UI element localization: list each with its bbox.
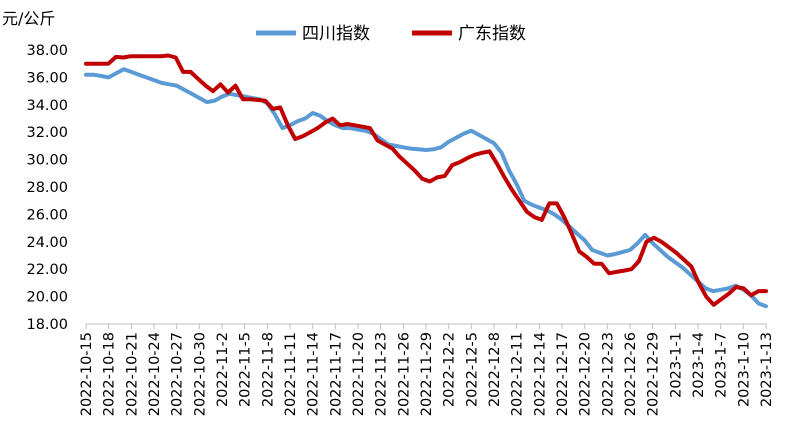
- x-tick-label: 2022-11-5: [238, 332, 254, 407]
- legend: 四川指数 广东指数: [256, 24, 526, 44]
- x-tick-label: 2023-1-13: [759, 332, 775, 407]
- x-tick-label: 2022-11-17: [328, 332, 344, 416]
- y-tick-label: 30.00: [26, 153, 68, 169]
- y-axis: 18.00 20.00 22.00 24.00 26.00 28.00 30.00 32.00…: [26, 43, 68, 333]
- x-tick-label: 2022-12-20: [578, 332, 594, 416]
- x-tick-label: 2022-10-24: [147, 332, 163, 416]
- x-tick-label: 2022-12-29: [646, 332, 662, 416]
- y-tick-label: 22.00: [26, 262, 68, 278]
- x-tick-label: 2023-1-1: [668, 332, 684, 398]
- x-tick-label: 2022-12-23: [600, 332, 616, 416]
- x-tick-label: 2023-1-4: [691, 332, 707, 398]
- x-tick-label: 2022-11-2: [215, 332, 231, 407]
- legend-label-guangdong: 广东指数: [458, 24, 526, 44]
- x-tick-label: 2022-11-8: [260, 332, 276, 407]
- y-tick-label: 18.00: [26, 317, 68, 333]
- x-tick-label: 2023-1-7: [714, 332, 730, 398]
- series-layer: [84, 53, 768, 309]
- x-tick-label: 2022-11-26: [396, 332, 412, 416]
- y-tick-label: 38.00: [26, 43, 68, 59]
- y-tick-label: 28.00: [26, 180, 68, 196]
- y-tick-label: 34.00: [26, 98, 68, 114]
- x-tick-label: 2022-11-20: [351, 332, 367, 416]
- y-tick-label: 26.00: [26, 207, 68, 223]
- x-tick-label: 2022-10-15: [79, 332, 95, 416]
- x-axis: 2022-10-15 2022-10-18 2022-10-21 2022-10-24…: [79, 323, 775, 416]
- x-tick-label: 2022-12-11: [510, 332, 526, 416]
- x-tick-label: 2023-1-10: [736, 332, 752, 407]
- y-tick-label: 36.00: [26, 70, 68, 86]
- x-tick-label: 2022-11-23: [374, 332, 390, 416]
- y-axis-label: 元/公斤: [2, 9, 55, 28]
- y-tick-label: 24.00: [26, 235, 68, 251]
- x-tick-label: 2022-11-11: [283, 332, 299, 416]
- x-tick-label: 2022-10-27: [170, 332, 186, 416]
- x-tick-label: 2022-12-14: [532, 332, 548, 416]
- x-tick-label: 2022-10-21: [124, 332, 140, 416]
- y-tick-label: 32.00: [26, 125, 68, 141]
- y-tick-label: 20.00: [26, 290, 68, 306]
- x-tick-label: 2022-12-17: [555, 332, 571, 416]
- legend-label-sichuan: 四川指数: [302, 24, 370, 44]
- x-tick-label: 2022-11-29: [419, 332, 435, 416]
- x-tick-label: 2022-12-26: [623, 332, 639, 416]
- x-tick-label: 2022-10-30: [192, 332, 208, 416]
- x-tick-label: 2022-12-8: [487, 332, 503, 407]
- series-line-sichuan: [84, 67, 768, 309]
- series-line-guangdong: [84, 53, 768, 307]
- x-tick-label: 2022-11-14: [306, 332, 322, 416]
- x-tick-label: 2022-12-2: [442, 332, 458, 407]
- x-tick-label: 2022-12-5: [464, 332, 480, 407]
- x-tick-label: 2022-10-18: [102, 332, 118, 416]
